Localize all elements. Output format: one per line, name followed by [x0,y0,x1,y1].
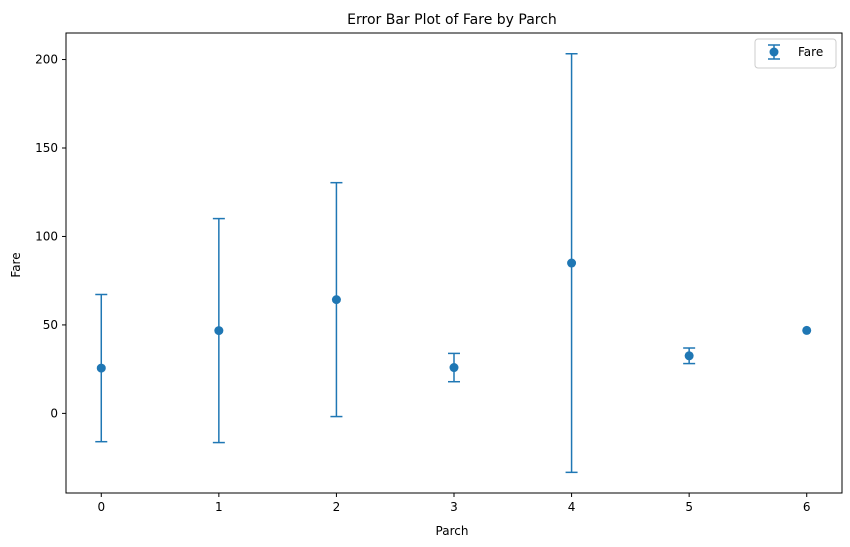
data-point [684,351,694,361]
data-point [567,258,577,268]
x-tick-label: 5 [685,500,693,514]
y-tick-label: 150 [35,141,58,155]
plot-area: 0 1 2 3 4 5 6 0 50 100 150 200 [35,53,812,514]
data-point [214,326,224,336]
data-point [449,363,459,373]
y-tick-label: 200 [35,53,58,67]
legend-box [754,38,837,69]
x-tick-label: 0 [97,500,105,514]
legend-label: Fare [798,45,823,59]
x-tick-label: 4 [568,500,576,514]
y-tick-label: 50 [43,318,58,332]
y-tick-label: 0 [50,406,58,420]
x-tick-label: 2 [333,500,341,514]
x-tick-label: 3 [450,500,458,514]
legend: Fare [754,38,837,69]
data-point [331,295,341,305]
x-tick-label: 6 [803,500,811,514]
chart-title: Error Bar Plot of Fare by Parch [347,12,557,28]
y-axis-label: Fare [9,252,23,277]
y-tick-label: 100 [35,229,58,243]
x-axis-label: Parch [436,524,469,538]
data-point [802,325,812,335]
x-tick-label: 1 [215,500,223,514]
legend-marker [769,47,779,57]
data-point [96,363,106,373]
plot-frame [65,32,843,494]
